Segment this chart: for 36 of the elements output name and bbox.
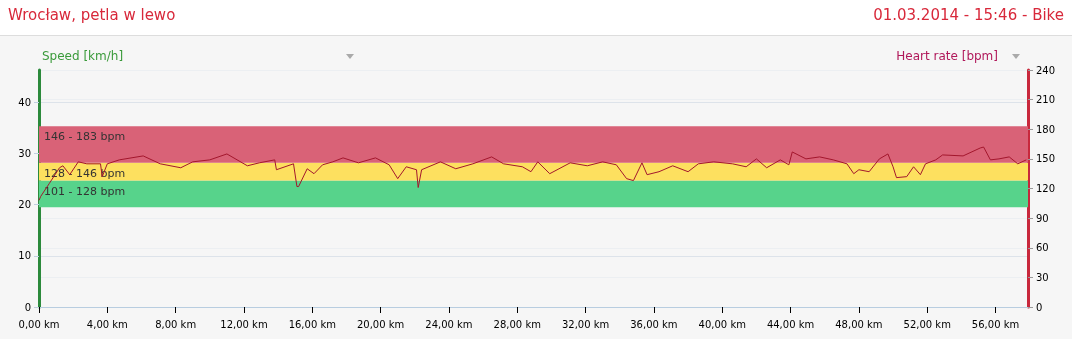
x-tick-label: 16,00 km	[288, 318, 336, 330]
x-tick-label: 56,00 km	[971, 318, 1020, 330]
y2-tick-label: 210	[1036, 94, 1056, 106]
x-tick-label: 48,00 km	[835, 318, 883, 330]
line-series	[38, 146, 1027, 201]
y2-tick-label: 120	[1036, 183, 1056, 194]
y-tick-label: 0	[24, 301, 31, 313]
y-tick-label: 10	[18, 250, 31, 262]
x-tick-label: 12,00 km	[220, 318, 268, 330]
x-tick-label: 8,00 km	[155, 318, 197, 330]
y2-axis-title: Heart rate [bpm]	[896, 49, 998, 63]
x-tick-label: 28,00 km	[493, 318, 541, 330]
chart-subtitle: 01.03.2014 - 15:46 - Bike	[873, 6, 1064, 24]
x-tick-label: 4,00 km	[86, 318, 128, 330]
y2-tick-label: 240	[1036, 64, 1056, 76]
chart-title: Wrocław, petla w lewo	[8, 6, 176, 24]
x-tick-label: 52,00 km	[903, 318, 951, 330]
x-tick-label: 24,00 km	[425, 318, 473, 330]
x-tick-label: 44,00 km	[766, 318, 815, 330]
y2-tick-label: 0	[1036, 301, 1043, 313]
x-tick-label: 36,00 km	[630, 318, 678, 330]
x-tick-label: 32,00 km	[561, 318, 610, 330]
x-tick-label: 40,00 km	[698, 318, 746, 330]
y2-tick-label: 150	[1036, 153, 1056, 165]
x-tick-label: 0,00 km	[18, 318, 60, 330]
x-tick-label: 20,00 km	[356, 318, 405, 330]
y-tick-label: 20	[18, 199, 31, 211]
y2-tick-label: 60	[1036, 242, 1049, 254]
band-label: 146 - 183 bpm	[44, 130, 126, 144]
y-tick-label: 30	[18, 147, 31, 159]
y-tick-label: 40	[18, 96, 31, 108]
y-axis-title: Speed [km/h]	[42, 49, 124, 63]
y2-tick-label: 30	[1036, 271, 1049, 283]
y2-tick-label: 90	[1036, 212, 1049, 224]
band-label: 101 - 128 bpm	[44, 184, 126, 198]
y2-tick-label: 180	[1036, 123, 1056, 135]
